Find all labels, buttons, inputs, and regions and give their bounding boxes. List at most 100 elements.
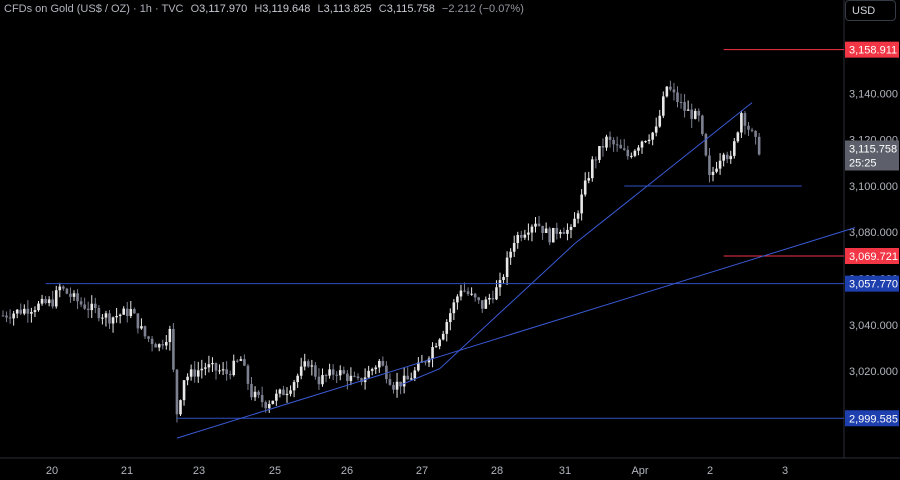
candle-body <box>94 303 97 309</box>
candle-body <box>686 109 690 111</box>
candle-body <box>537 223 541 226</box>
candle-body <box>23 308 26 314</box>
candle-body <box>154 344 157 348</box>
candle-body <box>196 370 200 377</box>
candle-body <box>370 369 374 371</box>
candle-body <box>175 369 179 415</box>
change-value: −2.212 (−0.07%) <box>441 3 524 15</box>
candle-body <box>711 171 715 176</box>
currency-button[interactable]: USD <box>845 0 896 21</box>
candle-body <box>307 361 310 367</box>
candle-body <box>346 373 349 381</box>
candle-body <box>406 375 409 380</box>
candle-body <box>690 109 693 119</box>
candle-body <box>612 140 615 145</box>
candle-body <box>289 390 292 394</box>
candle-body <box>544 228 548 233</box>
candle-body <box>520 235 523 238</box>
candle-body <box>747 125 750 130</box>
last-price-label: 3,115.758 <box>849 143 897 155</box>
candle-body <box>90 303 94 311</box>
candle-body <box>502 276 505 281</box>
candle-body <box>381 360 385 366</box>
candle-body <box>310 365 314 367</box>
candle-body <box>704 134 708 156</box>
candle-body <box>409 378 413 380</box>
candle-body <box>328 369 331 376</box>
candle-body <box>143 326 147 337</box>
candle-body <box>356 376 360 379</box>
candle-body <box>388 379 392 385</box>
candle-body <box>296 375 299 383</box>
candle-body <box>598 146 601 160</box>
candle-body <box>353 375 356 377</box>
candle-body <box>548 228 551 243</box>
candle-body <box>278 389 282 394</box>
candle-body <box>551 227 555 243</box>
price-tag <box>845 275 899 292</box>
candle-body <box>285 393 289 396</box>
candle-body <box>441 333 445 340</box>
symbol-title: CFDs on Gold (US$ / OZ) · 1h · TVC <box>4 3 184 15</box>
candle-body <box>729 155 733 160</box>
candle-body <box>157 344 161 348</box>
candle-body <box>275 393 278 401</box>
candle-body <box>1 315 5 317</box>
candle-body <box>530 226 534 233</box>
candle-body <box>608 136 612 141</box>
candle-body <box>459 290 463 297</box>
candle-body <box>140 326 143 329</box>
candle-body <box>385 365 388 380</box>
candle-body <box>83 304 86 309</box>
candle-body <box>722 154 725 161</box>
candle-body <box>257 391 260 395</box>
candle-body <box>644 141 647 143</box>
candle-body <box>69 293 72 297</box>
candle-body <box>559 231 562 234</box>
candle-body <box>122 308 125 315</box>
candle-body <box>15 309 19 314</box>
candle-body <box>750 129 754 131</box>
candle-body <box>335 374 338 376</box>
candle-body <box>232 360 236 376</box>
price-tag <box>845 410 899 427</box>
candle-body <box>491 297 495 300</box>
candle-body <box>665 86 669 97</box>
candle-body <box>417 362 420 371</box>
candle-body <box>168 328 172 343</box>
candle-body <box>374 367 378 370</box>
candle-body <box>456 296 459 303</box>
candle-body <box>218 370 221 372</box>
candle-body <box>211 363 214 365</box>
candle-body <box>495 287 498 300</box>
candle-body <box>697 110 701 116</box>
candle-body <box>253 391 257 398</box>
high-label: H <box>254 3 263 15</box>
price-tag-label: 3,057.770 <box>849 279 898 291</box>
candle-body <box>431 347 434 359</box>
candle-body <box>317 376 321 385</box>
candle-body <box>86 308 90 311</box>
candle-body <box>633 150 637 156</box>
trendline <box>400 102 753 386</box>
candle-body <box>512 242 516 252</box>
candle-body <box>314 365 317 377</box>
candle-body <box>207 364 211 368</box>
candle-body <box>445 322 449 334</box>
candle-body <box>214 363 218 371</box>
price-tag-label: 3,158.911 <box>849 45 897 57</box>
candle-body <box>200 368 204 371</box>
candle-body <box>740 113 743 133</box>
candle-body <box>101 317 104 319</box>
candle-body <box>303 361 307 367</box>
x-tick-label: 20 <box>46 465 58 477</box>
candle-body <box>484 299 488 309</box>
candle-body <box>12 313 15 319</box>
candle-body <box>62 286 65 289</box>
x-tick-label: 23 <box>193 465 205 477</box>
price-tag <box>845 41 899 58</box>
candle-body <box>473 293 477 298</box>
candle-body <box>669 86 672 90</box>
candle-body <box>701 115 704 135</box>
